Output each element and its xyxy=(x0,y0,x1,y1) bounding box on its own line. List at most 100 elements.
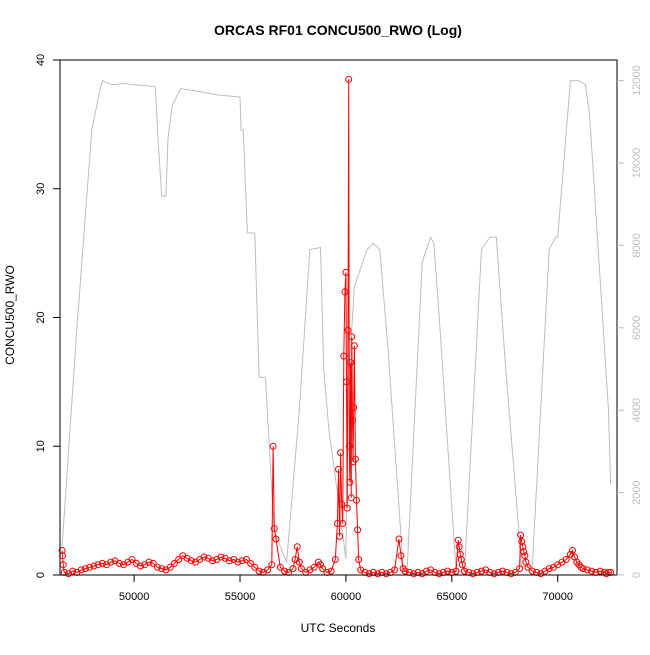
data-point xyxy=(374,570,382,578)
y2-tick-label: 4000 xyxy=(631,398,643,422)
data-point xyxy=(153,563,161,571)
y-tick-label: 0 xyxy=(35,572,47,578)
y-tick-label: 10 xyxy=(35,440,47,452)
y-tick-label: 30 xyxy=(35,183,47,195)
y-tick-label: 40 xyxy=(35,54,47,66)
x-tick-label: 55000 xyxy=(225,591,256,603)
data-point xyxy=(524,563,532,571)
data-point xyxy=(519,543,527,551)
data-point xyxy=(335,465,342,473)
data-point xyxy=(270,525,278,533)
data-point xyxy=(350,342,358,350)
data-point xyxy=(247,559,255,567)
data-point xyxy=(520,548,528,556)
x-tick-label: 70000 xyxy=(542,591,573,603)
data-point xyxy=(338,500,346,508)
data-point xyxy=(458,561,466,569)
data-point xyxy=(562,556,570,563)
data-point xyxy=(354,526,362,534)
data-point xyxy=(343,378,350,386)
y2-tick-label: 10000 xyxy=(631,148,643,179)
data-point xyxy=(469,570,477,578)
data-point xyxy=(115,559,123,567)
data-point xyxy=(200,553,208,561)
data-point xyxy=(336,532,344,540)
data-point xyxy=(490,570,498,578)
x-tick-label: 60000 xyxy=(331,591,362,603)
data-point xyxy=(289,565,297,573)
y-tick-label: 20 xyxy=(35,311,47,323)
data-point xyxy=(319,565,327,573)
data-point xyxy=(175,556,183,563)
data-point xyxy=(452,567,460,575)
data-point xyxy=(251,563,259,571)
data-point xyxy=(395,535,403,543)
data-point xyxy=(345,75,353,83)
data-point xyxy=(422,567,430,575)
data-point xyxy=(344,326,352,334)
data-point xyxy=(145,558,153,566)
data-point xyxy=(264,566,272,574)
data-point xyxy=(137,562,144,570)
data-point xyxy=(238,557,246,565)
data-point xyxy=(94,561,102,569)
data-point xyxy=(444,567,452,575)
data-point xyxy=(456,550,464,558)
data-point xyxy=(295,558,303,566)
data-point xyxy=(507,570,515,578)
y2-tick-label: 8000 xyxy=(631,233,643,257)
data-point xyxy=(225,557,233,565)
data-point xyxy=(517,531,525,539)
x-tick-label: 65000 xyxy=(437,591,468,603)
secondary-series-path xyxy=(61,79,612,572)
y2-tick-label: 2000 xyxy=(631,480,643,504)
data-point xyxy=(350,404,358,412)
data-point xyxy=(455,543,463,551)
data-point xyxy=(518,538,526,545)
data-point xyxy=(331,556,339,563)
data-point xyxy=(397,552,405,560)
data-point xyxy=(346,478,354,486)
data-point xyxy=(90,562,98,570)
data-point xyxy=(281,567,288,575)
data-point xyxy=(77,566,85,574)
primary-series-points xyxy=(58,75,615,578)
data-point xyxy=(355,556,363,563)
data-point xyxy=(382,570,390,578)
data-point xyxy=(242,556,250,563)
data-point xyxy=(86,563,94,571)
data-point xyxy=(268,561,276,569)
data-point xyxy=(98,559,106,567)
data-point xyxy=(209,557,216,565)
data-point xyxy=(391,566,399,574)
x-axis: 50000 55000 60000 65000 70000 xyxy=(119,574,573,603)
data-point xyxy=(339,520,347,527)
data-point xyxy=(276,563,284,571)
data-point xyxy=(478,567,485,575)
data-point xyxy=(333,520,341,527)
data-point xyxy=(269,442,277,450)
chart-title: ORCAS RF01 CONCU500_RWO (Log) xyxy=(214,22,462,38)
data-point xyxy=(457,556,465,563)
data-point xyxy=(516,565,524,573)
y2-tick-label: 12000 xyxy=(631,65,643,96)
data-point xyxy=(166,563,174,571)
data-point xyxy=(351,455,359,463)
x-tick-label: 50000 xyxy=(119,591,150,603)
y2-tick-label: 0 xyxy=(631,572,643,578)
data-point xyxy=(569,547,576,554)
data-point xyxy=(528,567,536,575)
data-point xyxy=(454,536,462,544)
data-point xyxy=(342,268,350,276)
data-point xyxy=(58,547,66,554)
x-axis-label: UTC Seconds xyxy=(301,621,376,635)
primary-series-line xyxy=(61,79,611,575)
data-point xyxy=(107,558,115,566)
data-point xyxy=(69,567,77,575)
data-point xyxy=(343,504,351,512)
data-point xyxy=(297,565,305,573)
data-point xyxy=(187,557,195,565)
data-point xyxy=(234,558,242,566)
